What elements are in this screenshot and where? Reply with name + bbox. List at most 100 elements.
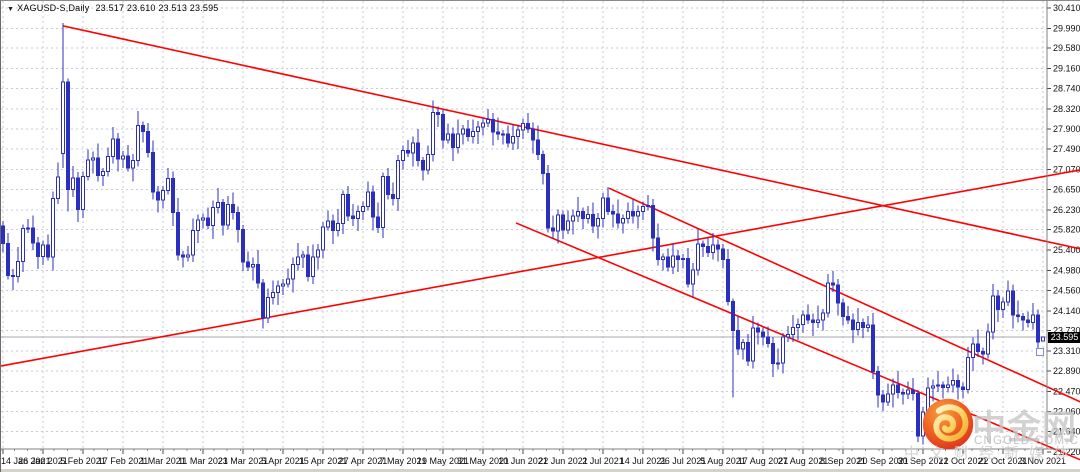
candle-body [96, 157, 100, 177]
price-axis-label: 26.230 [1053, 205, 1080, 215]
candle-body [266, 296, 270, 319]
candle-body [711, 244, 715, 253]
price-axis-label: 21.220 [1053, 447, 1080, 457]
candle-body [406, 149, 410, 154]
candle-body [136, 124, 140, 162]
candle-body [886, 393, 890, 403]
candle-body [791, 326, 795, 336]
candle-body [781, 336, 785, 364]
candle-body [21, 227, 25, 263]
candle-body [1, 225, 5, 245]
candle-body [851, 319, 855, 331]
candle-body [261, 282, 265, 319]
price-axis-label: 24.560 [1053, 286, 1080, 296]
candle-body [566, 220, 570, 231]
candle-body [986, 331, 990, 355]
candle-body [501, 133, 505, 136]
time-axis-label: 14 Jul 2021 [620, 456, 667, 466]
candle-body [656, 237, 660, 261]
time-axis-label: 10 Jun 2021 [498, 456, 548, 466]
time-axis-label: 14 Jan 2021 [1, 456, 51, 466]
candle-body [831, 282, 835, 286]
candle-body [411, 142, 415, 154]
candle-body [401, 149, 405, 162]
candle-body [536, 139, 540, 155]
window-resize-strip [1, 469, 1080, 472]
trendline-1[interactable] [62, 25, 1080, 250]
candle-body [591, 214, 595, 227]
candle-body [306, 254, 310, 278]
candle-body [391, 193, 395, 199]
candle-body [436, 111, 440, 115]
candle-body [71, 177, 75, 191]
candle-body [201, 217, 205, 221]
candle-body [976, 343, 980, 352]
candle-body [1041, 336, 1045, 342]
candle-body [891, 384, 895, 395]
candle-body [741, 342, 745, 350]
candle-body [676, 255, 680, 261]
candle-body [511, 135, 515, 144]
candle-body [706, 246, 710, 253]
candle-body [956, 379, 960, 388]
candle-body [576, 210, 580, 217]
candle-body [356, 210, 360, 220]
time-axis-label: 30 Sep 2021 [897, 456, 948, 466]
candle-body [896, 384, 900, 393]
time-axis-label: 31 May 2021 [457, 456, 509, 466]
time-axis-label: 5 Aug 2021 [700, 456, 746, 466]
candle-body [106, 155, 110, 173]
candle-body [346, 193, 350, 217]
candle-body [616, 213, 620, 224]
candle-body [46, 244, 50, 258]
trendline-3[interactable] [515, 222, 1080, 461]
candle-body [301, 254, 305, 258]
candle-body [636, 210, 640, 217]
candle-body [341, 193, 345, 224]
candle-body [716, 244, 720, 250]
price-axis-label: 29.160 [1053, 63, 1080, 73]
candle-body [996, 295, 1000, 310]
candle-body [596, 218, 600, 227]
price-axis-label: 29.580 [1053, 43, 1080, 53]
time-axis-label: 26 Jan 2021 [18, 456, 68, 466]
candle-body [1011, 290, 1015, 316]
candle-body [861, 321, 865, 328]
candle-body [121, 155, 125, 160]
candle-body [521, 122, 525, 131]
candle-body [51, 197, 55, 258]
time-axis-label: 17 Aug 2021 [738, 456, 789, 466]
trendline-4[interactable] [1, 169, 1080, 367]
candle-body [561, 214, 565, 231]
candle-body [746, 342, 750, 362]
candle-body [771, 343, 775, 365]
candle-body [171, 178, 175, 213]
trendline-2[interactable] [608, 187, 1080, 403]
candle-body [281, 283, 285, 287]
candle-body [116, 138, 120, 160]
candle-body [66, 81, 70, 191]
candle-body [901, 391, 905, 395]
candle-body [56, 176, 60, 199]
candle-body [736, 330, 740, 350]
price-axis-label: 28.740 [1053, 84, 1080, 94]
candle-body [871, 324, 875, 373]
price-axis-label: 22.470 [1053, 387, 1080, 397]
candle-body [426, 153, 430, 171]
candle-body [461, 128, 465, 135]
time-axis-label: 23 Mar 2021 [218, 456, 269, 466]
candle-body [321, 226, 325, 251]
time-axis-label: 12 Oct 2021 [938, 456, 987, 466]
candle-body [246, 261, 250, 268]
candle-body [316, 249, 320, 258]
candle-body [221, 202, 225, 226]
time-axis-label: 22 Oct 2021 [978, 456, 1027, 466]
time-axis-label: 1 Mar 2021 [140, 456, 186, 466]
candle-body [396, 160, 400, 199]
symbol-dropdown-icon[interactable]: ▼ [7, 6, 15, 13]
candle-body [161, 190, 165, 201]
candle-body [226, 204, 230, 226]
candle-body [61, 81, 65, 154]
price-axis-label: 30.410 [1053, 3, 1080, 13]
